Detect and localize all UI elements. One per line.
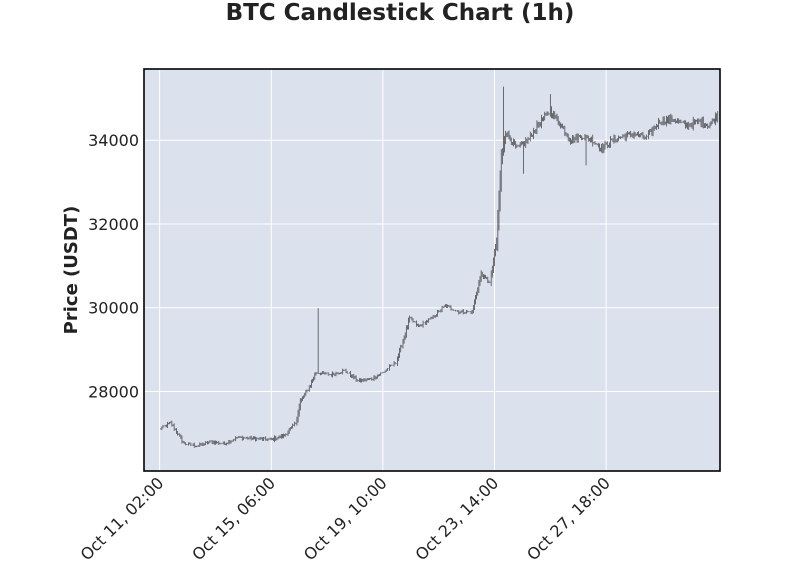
x-tick-label: Oct 19, 10:00 xyxy=(300,473,391,564)
x-tick-label: Oct 15, 06:00 xyxy=(188,473,279,564)
y-tick-label: 34000 xyxy=(88,131,139,150)
chart-title: BTC Candlestick Chart (1h) xyxy=(226,0,575,26)
y-axis-label: Price (USDT) xyxy=(61,206,82,335)
x-tick-label: Oct 23, 14:00 xyxy=(412,473,503,564)
plot-background xyxy=(144,69,720,471)
plot-frame xyxy=(143,68,721,472)
x-tick-label: Oct 11, 02:00 xyxy=(77,473,168,564)
grid-lines xyxy=(144,69,720,471)
x-axis-ticks: Oct 11, 02:00 Oct 15, 06:00 Oct 19, 10:00 O… xyxy=(77,473,614,564)
candles-group xyxy=(159,86,719,448)
y-axis-ticks: 28000 30000 32000 34000 xyxy=(88,131,139,401)
y-tick-label: 28000 xyxy=(88,382,139,401)
x-tick-label: Oct 27, 18:00 xyxy=(523,473,614,564)
y-tick-label: 30000 xyxy=(88,299,139,318)
y-tick-label: 32000 xyxy=(88,215,139,234)
